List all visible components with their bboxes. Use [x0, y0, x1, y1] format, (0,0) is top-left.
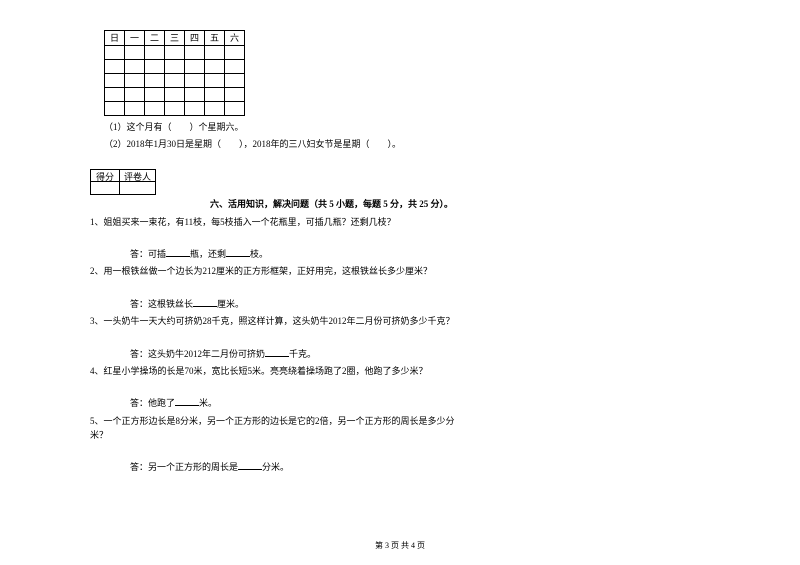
cal-head: 一 [125, 31, 145, 46]
cal-head: 四 [185, 31, 205, 46]
cal-head: 五 [205, 31, 225, 46]
page-footer: 第 3 页 共 4 页 [0, 540, 800, 551]
calendar-row [105, 74, 245, 88]
answer-3: 答：这头奶牛2012年二月份可挤奶 千克。 [130, 347, 710, 361]
grader-label: 评卷人 [120, 169, 156, 182]
a1-post: 枝。 [250, 249, 268, 259]
a4-pre: 答：他跑了 [130, 398, 175, 408]
calendar-question-2: （2）2018年1月30日是星期（ ），2018年的三八妇女节是星期（ ）。 [104, 137, 710, 151]
calendar-row [105, 60, 245, 74]
answer-5: 答：另一个正方形的周长是 分米。 [130, 460, 710, 474]
calendar-row [105, 88, 245, 102]
calendar-row [105, 102, 245, 116]
a2-pre: 答：这根铁丝长 [130, 299, 193, 309]
answer-1: 答：可插 瓶，还剩 枝。 [130, 247, 710, 261]
calendar-question-1: （1）这个月有（ ）个星期六。 [104, 120, 710, 134]
problem-5-line1: 5、一个正方形边长是8分米，另一个正方形的边长是它的2倍，另一个正方形的周长是多… [90, 414, 710, 428]
blank [238, 460, 262, 470]
cal-head: 六 [225, 31, 245, 46]
calendar-row [105, 46, 245, 60]
answer-2: 答：这根铁丝长 厘米。 [130, 297, 710, 311]
score-box: 得分 评卷人 [90, 169, 710, 195]
problem-2: 2、用一根铁丝做一个边长为212厘米的正方形框架，正好用完，这根铁丝长多少厘米？ [90, 264, 710, 278]
a5-post: 分米。 [262, 462, 289, 472]
blank [226, 247, 250, 257]
blank [193, 297, 217, 307]
problem-3: 3、一头奶牛一天大约可挤奶28千克，照这样计算，这头奶牛2012年二月份可挤奶多… [90, 314, 710, 328]
a1-mid: 瓶，还剩 [190, 249, 226, 259]
calendar-header-row: 日 一 二 三 四 五 六 [105, 31, 245, 46]
grader-blank [120, 182, 156, 195]
a5-pre: 答：另一个正方形的周长是 [130, 462, 238, 472]
answer-4: 答：他跑了 米。 [130, 396, 710, 410]
a3-pre: 答：这头奶牛2012年二月份可挤奶 [130, 349, 265, 359]
blank [166, 247, 190, 257]
cal-head: 二 [145, 31, 165, 46]
blank [265, 347, 289, 357]
a3-post: 千克。 [289, 349, 316, 359]
blank [175, 396, 199, 406]
a4-post: 米。 [199, 398, 217, 408]
calendar-table: 日 一 二 三 四 五 六 [104, 30, 245, 116]
a1-pre: 答：可插 [130, 249, 166, 259]
a2-post: 厘米。 [217, 299, 244, 309]
problem-1: 1、姐姐买来一束花，有11枝，每5枝插入一个花瓶里，可插几瓶？还剩几枝？ [90, 215, 710, 229]
problem-5-line2: 米？ [90, 428, 710, 442]
cal-head: 日 [105, 31, 125, 46]
cal-head: 三 [165, 31, 185, 46]
score-blank [90, 182, 120, 195]
score-label: 得分 [90, 169, 120, 182]
problem-4: 4、红星小学操场的长是70米，宽比长短5米。亮亮绕着操场跑了2圈，他跑了多少米？ [90, 364, 710, 378]
section-6-title: 六、活用知识，解决问题（共 5 小题，每题 5 分，共 25 分）。 [210, 197, 710, 211]
